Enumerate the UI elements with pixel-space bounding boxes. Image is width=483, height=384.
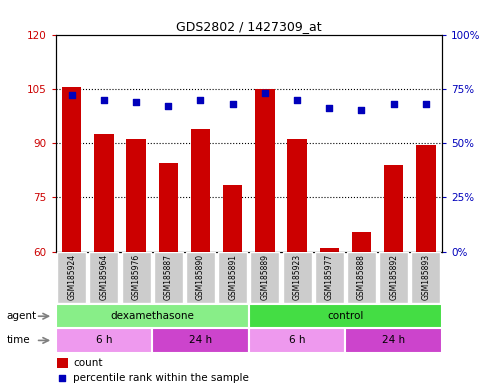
Text: GSM185891: GSM185891 [228,254,237,300]
Text: GSM185887: GSM185887 [164,254,173,300]
Text: count: count [73,358,102,368]
Text: time: time [6,335,30,345]
FancyBboxPatch shape [56,304,249,328]
Point [132,99,140,105]
Point [197,97,204,103]
Text: percentile rank within the sample: percentile rank within the sample [73,372,249,383]
Text: GSM185892: GSM185892 [389,254,398,300]
Bar [127,139,146,252]
Text: GSM185977: GSM185977 [325,254,334,300]
Bar [191,129,210,252]
FancyBboxPatch shape [283,252,312,303]
Bar [287,139,307,252]
Bar [416,145,436,252]
Point [68,92,75,98]
Point [357,108,365,114]
Text: GSM185976: GSM185976 [131,254,141,300]
FancyBboxPatch shape [154,252,183,303]
Bar [352,232,371,252]
Text: 6 h: 6 h [96,335,112,346]
FancyBboxPatch shape [345,328,442,353]
Point [229,101,237,107]
FancyBboxPatch shape [249,328,345,353]
Point [293,97,301,103]
FancyBboxPatch shape [186,252,215,303]
Text: 6 h: 6 h [289,335,305,346]
Text: GSM185964: GSM185964 [99,254,108,300]
Bar [384,165,403,252]
Text: GSM185888: GSM185888 [357,254,366,300]
Bar [94,134,114,252]
Bar [255,89,274,252]
Text: GSM185889: GSM185889 [260,254,270,300]
FancyBboxPatch shape [347,252,376,303]
FancyBboxPatch shape [412,252,440,303]
Title: GDS2802 / 1427309_at: GDS2802 / 1427309_at [176,20,322,33]
Point [422,101,430,107]
Bar [320,248,339,252]
FancyBboxPatch shape [152,328,249,353]
Point [164,103,172,109]
FancyBboxPatch shape [218,252,247,303]
Text: GSM185893: GSM185893 [421,254,430,300]
Point [390,101,398,107]
Text: agent: agent [6,311,36,321]
Text: GSM185924: GSM185924 [67,254,76,300]
Point [58,375,66,381]
FancyBboxPatch shape [249,304,442,328]
FancyBboxPatch shape [315,252,344,303]
FancyBboxPatch shape [56,328,152,353]
Bar [223,185,242,252]
Point [100,97,108,103]
Bar [57,358,68,368]
Text: GSM185923: GSM185923 [293,254,301,300]
FancyBboxPatch shape [89,252,118,303]
Text: 24 h: 24 h [382,335,405,346]
Point [326,105,333,111]
Text: GSM185890: GSM185890 [196,254,205,300]
Point [261,90,269,96]
Bar [62,87,81,252]
Text: control: control [327,311,364,321]
Bar [158,163,178,252]
FancyBboxPatch shape [379,252,408,303]
Text: dexamethasone: dexamethasone [110,311,194,321]
FancyBboxPatch shape [122,252,151,303]
Text: 24 h: 24 h [189,335,212,346]
FancyBboxPatch shape [57,252,86,303]
FancyBboxPatch shape [250,252,279,303]
